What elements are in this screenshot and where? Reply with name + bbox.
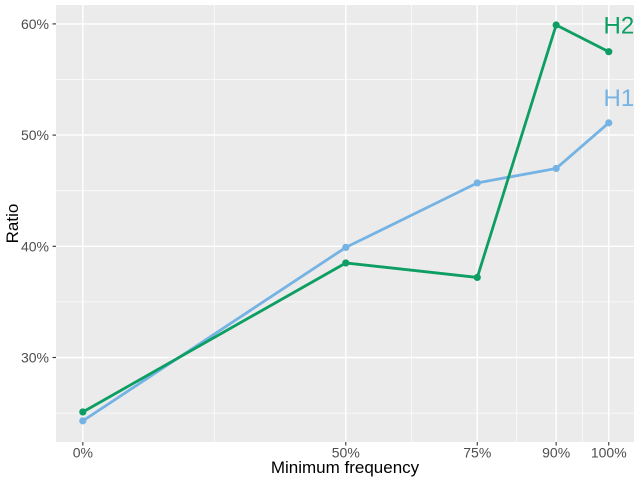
y-axis-title: Ratio [3, 203, 22, 244]
series-label-h2: H2 [603, 13, 634, 40]
x-tick-label: 90% [542, 445, 570, 461]
y-tick-label: 50% [21, 127, 49, 143]
y-tick-label: 60% [21, 16, 49, 32]
data-point-h2 [342, 259, 350, 267]
y-tick-label: 40% [21, 238, 49, 254]
data-point-h2 [79, 408, 87, 416]
x-tick-label: 75% [463, 445, 491, 461]
x-axis-title: Minimum frequency [270, 458, 420, 477]
y-tick-label: 30% [21, 349, 49, 365]
x-tick-label: 50% [332, 445, 360, 461]
data-point-h1 [342, 243, 350, 252]
plot-panel [56, 5, 634, 442]
data-point-h2 [552, 21, 560, 29]
data-point-h1 [552, 164, 560, 173]
series-label-h1: H1 [603, 85, 634, 112]
x-tick-label: 0% [73, 445, 93, 461]
x-tick-label: 100% [591, 445, 627, 461]
data-point-h1 [473, 179, 481, 187]
data-point-h2 [473, 273, 481, 282]
data-point-h1 [79, 417, 87, 425]
data-point-h2 [605, 48, 613, 56]
data-point-h1 [605, 119, 613, 127]
